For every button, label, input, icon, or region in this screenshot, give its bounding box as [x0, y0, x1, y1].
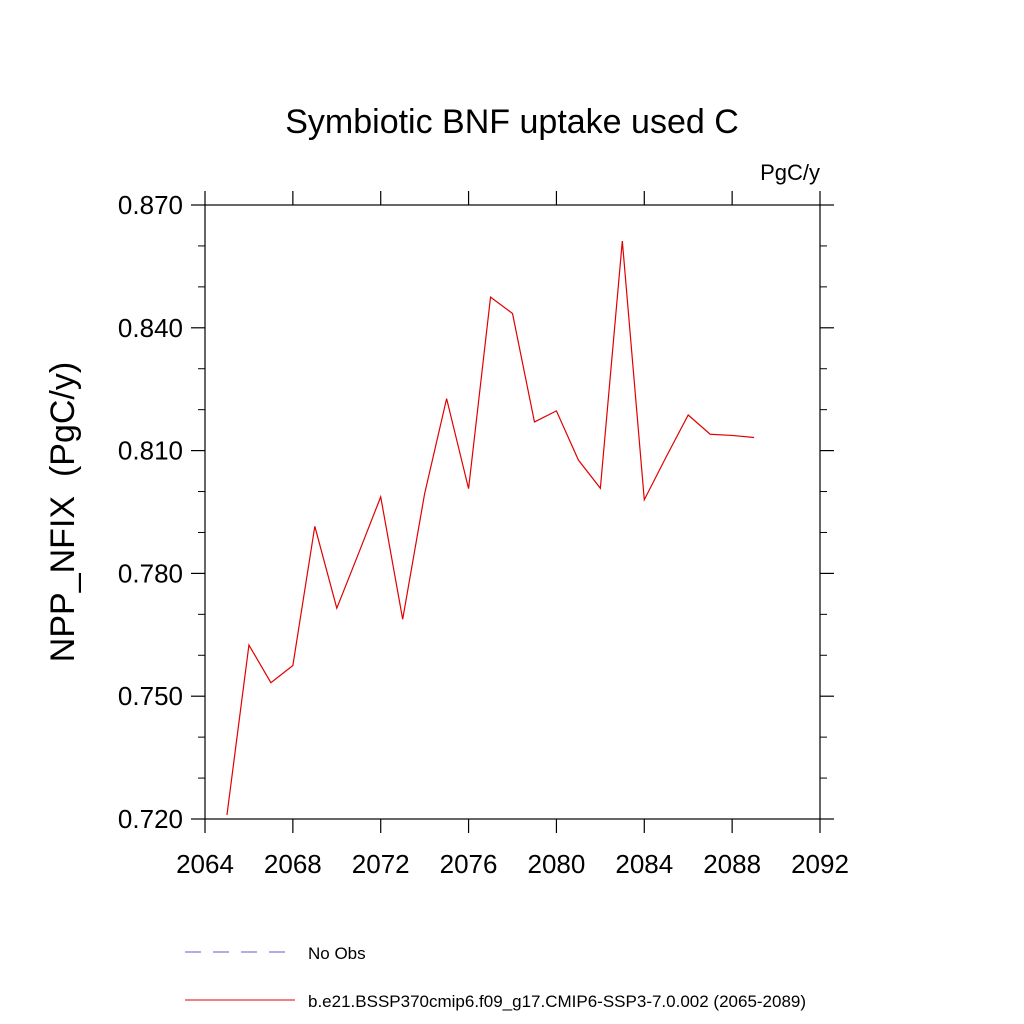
- series-line: [226, 240, 755, 815]
- y-tick-label: 0.750: [118, 681, 183, 711]
- series-layer: [226, 240, 755, 815]
- y-tick-label: 0.870: [118, 190, 183, 220]
- x-tick-labels: 2064 2068 2072 2076 2080 2084 2088 2092: [176, 849, 849, 879]
- y-tick-labels: 0.720 0.750 0.780 0.810 0.840 0.870: [118, 190, 183, 834]
- y-tick-label: 0.720: [118, 804, 183, 834]
- legend-label-no-obs: No Obs: [308, 944, 366, 963]
- y-tick-label: 0.810: [118, 436, 183, 466]
- y-tick-label: 0.840: [118, 313, 183, 343]
- x-tick-label: 2092: [791, 849, 849, 879]
- y-tick-label: 0.780: [118, 558, 183, 588]
- x-tick-label: 2072: [352, 849, 410, 879]
- x-tick-label: 2076: [440, 849, 498, 879]
- x-tick-label: 2088: [703, 849, 761, 879]
- chart-title: Symbiotic BNF uptake used C: [285, 103, 739, 141]
- x-tick-label: 2064: [176, 849, 234, 879]
- ticks: [191, 191, 834, 833]
- x-tick-label: 2084: [615, 849, 673, 879]
- x-tick-label: 2068: [264, 849, 322, 879]
- legend-label-model-run: b.e21.BSSP370cmip6.f09_g17.CMIP6-SSP3-7.…: [308, 992, 806, 1011]
- units-label: PgC/y: [760, 160, 820, 185]
- y-axis-label: NPP_NFIX (PgC/y): [44, 362, 82, 662]
- plot-frame: [204, 204, 821, 820]
- legend: No Obs b.e21.BSSP370cmip6.f09_g17.CMIP6-…: [185, 944, 806, 1011]
- x-tick-label: 2080: [528, 849, 586, 879]
